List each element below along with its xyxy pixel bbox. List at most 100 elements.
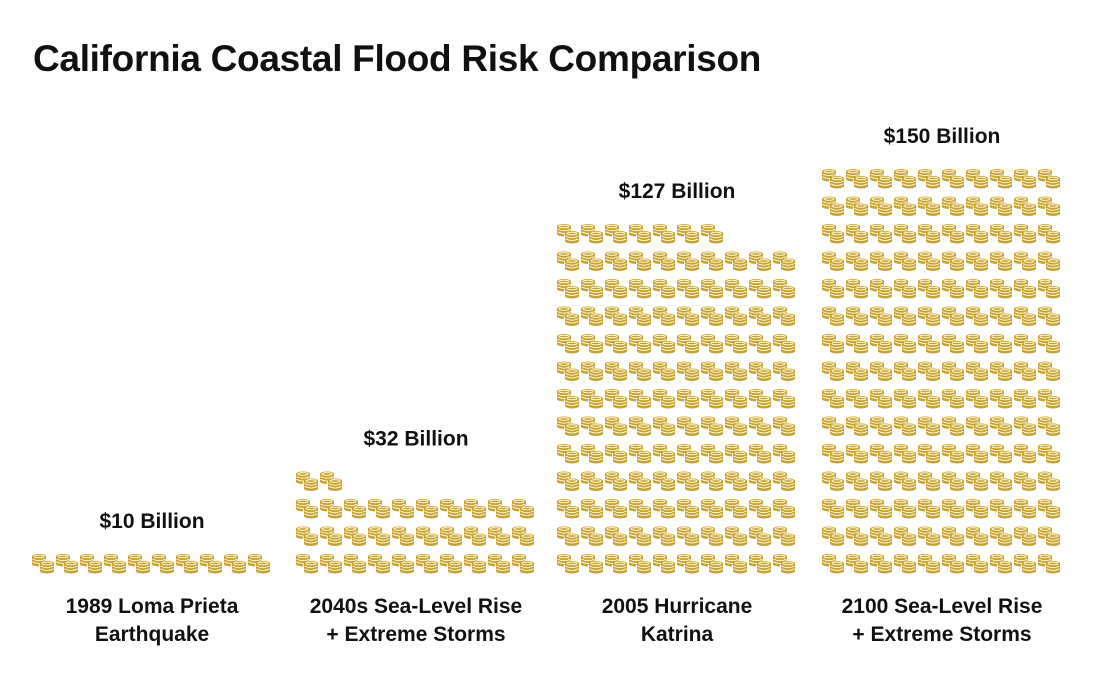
coin-stack-icon	[846, 279, 869, 299]
coin-stack-icon	[320, 554, 343, 574]
coin-stack-icon	[557, 499, 580, 519]
coin-stack-icon	[870, 252, 893, 272]
coin-stack-icon	[966, 417, 989, 437]
coin-stack-icon	[581, 554, 604, 574]
coin-stack-icon	[629, 554, 652, 574]
coin-stack-icon	[894, 252, 917, 272]
coin-stack-icon	[894, 499, 917, 519]
coin-stack-icon	[677, 307, 700, 327]
coin-stack-icon	[488, 554, 511, 574]
coin-stack-icon	[846, 472, 869, 492]
coin-stack-icon	[966, 444, 989, 464]
coin-stack-icon	[846, 527, 869, 547]
coin-stack-icon	[966, 334, 989, 354]
coin-stack-icon	[653, 307, 676, 327]
coin-stack-icon	[918, 499, 941, 519]
coin-stack-icon	[653, 499, 676, 519]
coin-stack-icon	[846, 307, 869, 327]
coin-stack-icon	[1038, 197, 1061, 217]
coin-stack-icon	[822, 499, 845, 519]
coin-stack-icon	[942, 252, 965, 272]
coin-stack-icon	[200, 554, 223, 574]
coin-stack-icon	[653, 554, 676, 574]
coin-stack-icon	[725, 362, 748, 382]
coin-stack-icon	[464, 499, 487, 519]
coin-stack-icon	[557, 554, 580, 574]
coin-stack-icon	[512, 554, 535, 574]
coin-stack-icon	[368, 499, 391, 519]
coin-stack-icon	[990, 472, 1013, 492]
coin-stack-icon	[557, 252, 580, 272]
coin-stack-icon	[918, 362, 941, 382]
coin-stack-icon	[152, 554, 175, 574]
coin-stack-icon	[894, 279, 917, 299]
category-group: $127 Billion 2005 Hurricane Katrina	[557, 180, 796, 646]
coin-stack-icon	[870, 279, 893, 299]
category-label: 2040s Sea-Level Rise	[310, 595, 522, 618]
coin-stack-icon	[677, 334, 700, 354]
coin-stack-icon	[822, 417, 845, 437]
coin-stack-icon	[629, 444, 652, 464]
coin-stack-icon	[629, 417, 652, 437]
coin-stack-icon	[581, 417, 604, 437]
coin-stack-icon	[320, 499, 343, 519]
coin-stack-icon	[1014, 554, 1037, 574]
coin-stack-icon	[605, 444, 628, 464]
coin-stack-icon	[918, 444, 941, 464]
coin-stack-icon	[990, 554, 1013, 574]
coin-stack-icon	[677, 252, 700, 272]
coin-stack-icon	[918, 197, 941, 217]
coin-stack-icon	[1014, 252, 1037, 272]
coin-stack-icon	[773, 279, 796, 299]
coin-stack-icon	[773, 389, 796, 409]
coin-stack-icon	[870, 307, 893, 327]
coin-stack-icon	[822, 444, 845, 464]
coin-stack-icon	[749, 279, 772, 299]
coin-stack-icon	[557, 417, 580, 437]
coin-stack-icon	[701, 224, 724, 244]
coin-stack-icon	[725, 472, 748, 492]
coin-stack-icon	[557, 224, 580, 244]
coin-stack-icon	[488, 499, 511, 519]
coin-stack-icon	[629, 307, 652, 327]
coin-stack-icon	[701, 472, 724, 492]
coin-stack-icon	[942, 362, 965, 382]
coin-stack-icon	[942, 527, 965, 547]
coin-stack-icon	[870, 527, 893, 547]
coin-stack-icon	[966, 169, 989, 189]
coin-stack-icon	[942, 444, 965, 464]
coin-stack-icon	[942, 169, 965, 189]
category-label: Katrina	[641, 623, 714, 646]
coin-stack-icon	[918, 417, 941, 437]
coin-stack-icon	[701, 334, 724, 354]
coin-stack-icon	[320, 472, 343, 492]
coin-stack-icon	[894, 389, 917, 409]
coin-stack-icon	[749, 472, 772, 492]
coin-stack-icon	[990, 197, 1013, 217]
coin-stack-icon	[966, 554, 989, 574]
coin-stack-icon	[1038, 554, 1061, 574]
coin-stack-icon	[1038, 417, 1061, 437]
coin-stack-icon	[749, 252, 772, 272]
coin-stack-icon	[773, 334, 796, 354]
coin-stack-icon	[966, 307, 989, 327]
coin-stack-icon	[557, 444, 580, 464]
coin-stack-icon	[581, 527, 604, 547]
coin-stack-icon	[557, 527, 580, 547]
coin-stack-icon	[749, 417, 772, 437]
category-group: $150 Billion 2100 Sea-Level Rise + Extreme…	[822, 125, 1061, 646]
coin-stack-icon	[990, 499, 1013, 519]
coin-stack-icon	[605, 417, 628, 437]
coin-stack-icon	[605, 334, 628, 354]
coin-stack-icon	[557, 389, 580, 409]
coin-stack-icon	[942, 334, 965, 354]
coin-stack-icon	[990, 362, 1013, 382]
coin-stack-icon	[581, 472, 604, 492]
coin-stack-icon	[773, 417, 796, 437]
coin-stack-icon	[605, 499, 628, 519]
coin-stack-icon	[701, 252, 724, 272]
coin-stack-icon	[581, 307, 604, 327]
coin-stack-icon	[1038, 362, 1061, 382]
coin-stack-icon	[1038, 472, 1061, 492]
coin-stack-icon	[749, 334, 772, 354]
